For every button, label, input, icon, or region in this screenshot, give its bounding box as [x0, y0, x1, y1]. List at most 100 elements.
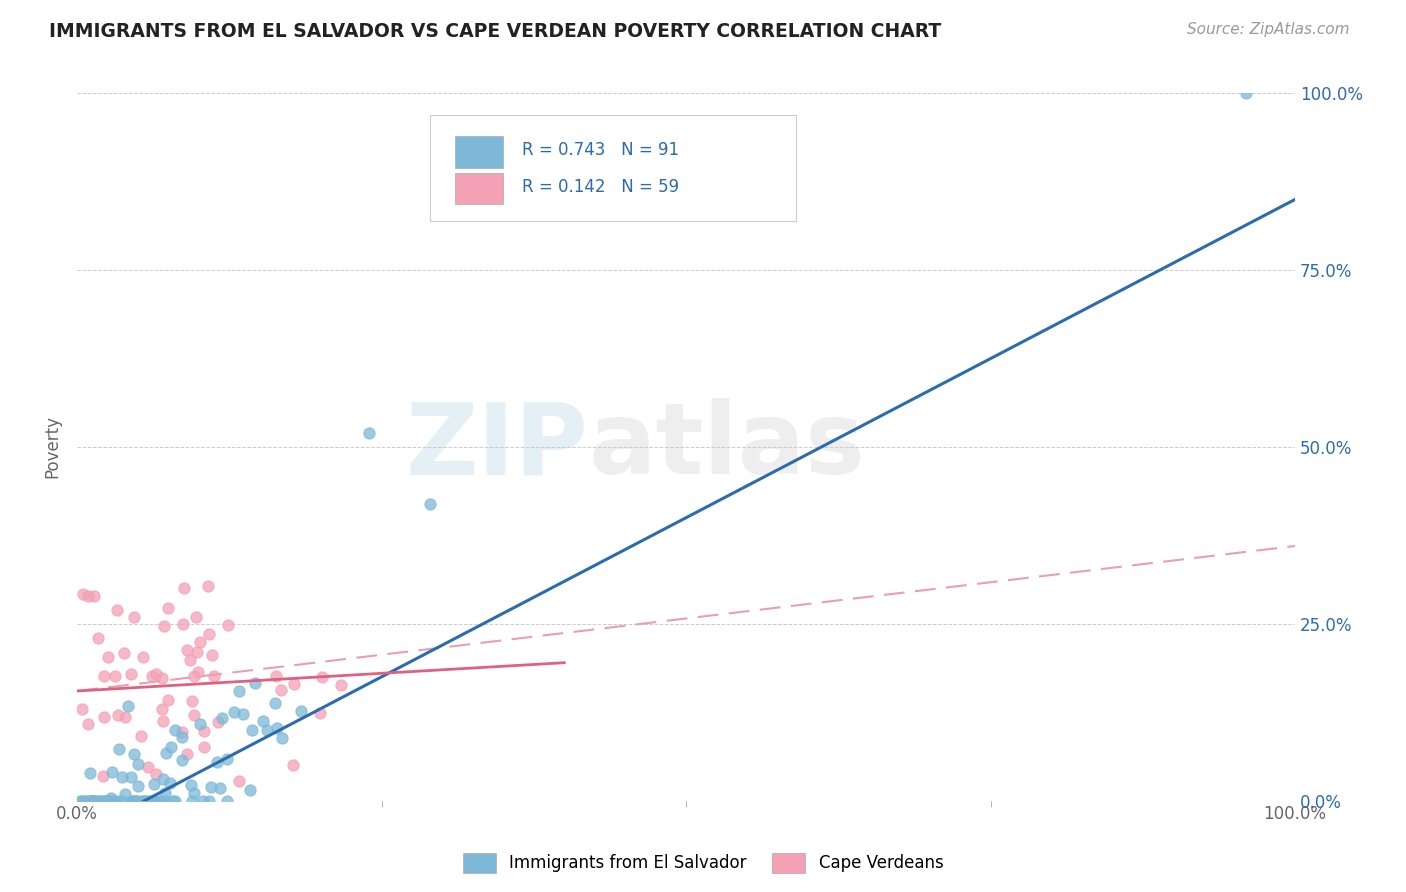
- Point: [114, 710, 136, 724]
- Point: [160, 740, 183, 755]
- Point: [228, 774, 250, 789]
- Point: [80, 794, 103, 808]
- Point: [184, 610, 207, 624]
- Point: [224, 706, 246, 720]
- Point: [70, 702, 93, 716]
- Point: [93, 710, 115, 724]
- Point: [162, 794, 184, 808]
- Point: [179, 653, 201, 667]
- Point: [90, 794, 112, 808]
- Point: [283, 677, 305, 691]
- Point: [181, 794, 204, 808]
- Point: [290, 704, 312, 718]
- Point: [134, 794, 156, 808]
- Point: [120, 770, 142, 784]
- Point: [91, 794, 114, 808]
- Point: [329, 678, 352, 692]
- Point: [75, 794, 97, 808]
- Point: [172, 617, 194, 632]
- Point: [228, 683, 250, 698]
- Point: [112, 646, 135, 660]
- Point: [150, 794, 173, 808]
- Point: [138, 794, 160, 808]
- FancyBboxPatch shape: [454, 172, 503, 204]
- Point: [242, 723, 264, 738]
- Point: [136, 759, 159, 773]
- Point: [96, 794, 118, 808]
- Point: [100, 790, 122, 805]
- Point: [153, 619, 176, 633]
- Legend: Immigrants from El Salvador, Cape Verdeans: Immigrants from El Salvador, Cape Verdea…: [456, 847, 950, 880]
- Point: [215, 752, 238, 766]
- Point: [188, 635, 211, 649]
- Point: [180, 778, 202, 792]
- Text: ZIP: ZIP: [406, 399, 589, 495]
- Point: [163, 723, 186, 737]
- Point: [150, 701, 173, 715]
- Point: [176, 642, 198, 657]
- Point: [121, 794, 143, 808]
- Point: [264, 668, 287, 682]
- Point: [104, 668, 127, 682]
- Text: IMMIGRANTS FROM EL SALVADOR VS CAPE VERDEAN POVERTY CORRELATION CHART: IMMIGRANTS FROM EL SALVADOR VS CAPE VERD…: [49, 22, 942, 41]
- Text: Source: ZipAtlas.com: Source: ZipAtlas.com: [1187, 22, 1350, 37]
- Point: [82, 794, 104, 808]
- Point: [108, 742, 131, 756]
- Point: [208, 780, 231, 795]
- Point: [105, 603, 128, 617]
- Point: [141, 794, 163, 808]
- Point: [120, 666, 142, 681]
- Point: [271, 731, 294, 745]
- Point: [82, 794, 104, 808]
- Point: [111, 794, 134, 808]
- Point: [98, 794, 121, 808]
- Point: [183, 708, 205, 723]
- Point: [201, 648, 224, 662]
- Point: [152, 772, 174, 787]
- Point: [122, 609, 145, 624]
- Point: [129, 794, 152, 808]
- Point: [77, 794, 100, 808]
- Point: [211, 711, 233, 725]
- Point: [145, 767, 167, 781]
- Point: [1234, 87, 1257, 101]
- Point: [193, 723, 215, 738]
- Point: [148, 794, 170, 808]
- Point: [86, 632, 108, 646]
- Point: [127, 779, 149, 793]
- Point: [120, 794, 142, 808]
- Point: [264, 696, 287, 710]
- Point: [83, 794, 105, 808]
- Point: [93, 794, 115, 808]
- Point: [73, 794, 96, 808]
- Point: [145, 666, 167, 681]
- Text: R = 0.743   N = 91: R = 0.743 N = 91: [522, 141, 679, 159]
- Point: [152, 714, 174, 728]
- Point: [129, 729, 152, 743]
- Point: [153, 794, 176, 808]
- Point: [245, 676, 267, 690]
- Point: [270, 683, 292, 698]
- Point: [252, 714, 274, 729]
- Point: [93, 669, 115, 683]
- Point: [125, 794, 148, 808]
- Point: [124, 794, 146, 808]
- Point: [207, 714, 229, 729]
- Point: [157, 601, 180, 615]
- Point: [111, 770, 134, 784]
- Point: [121, 794, 143, 808]
- Point: [131, 649, 153, 664]
- Point: [105, 794, 128, 808]
- Point: [232, 707, 254, 722]
- Point: [82, 794, 104, 808]
- Point: [281, 758, 304, 772]
- Point: [183, 669, 205, 683]
- Point: [193, 740, 215, 755]
- Point: [309, 706, 332, 720]
- Point: [107, 707, 129, 722]
- Point: [198, 627, 221, 641]
- Point: [125, 794, 148, 808]
- FancyBboxPatch shape: [454, 136, 503, 168]
- Point: [200, 780, 222, 794]
- Point: [80, 794, 103, 808]
